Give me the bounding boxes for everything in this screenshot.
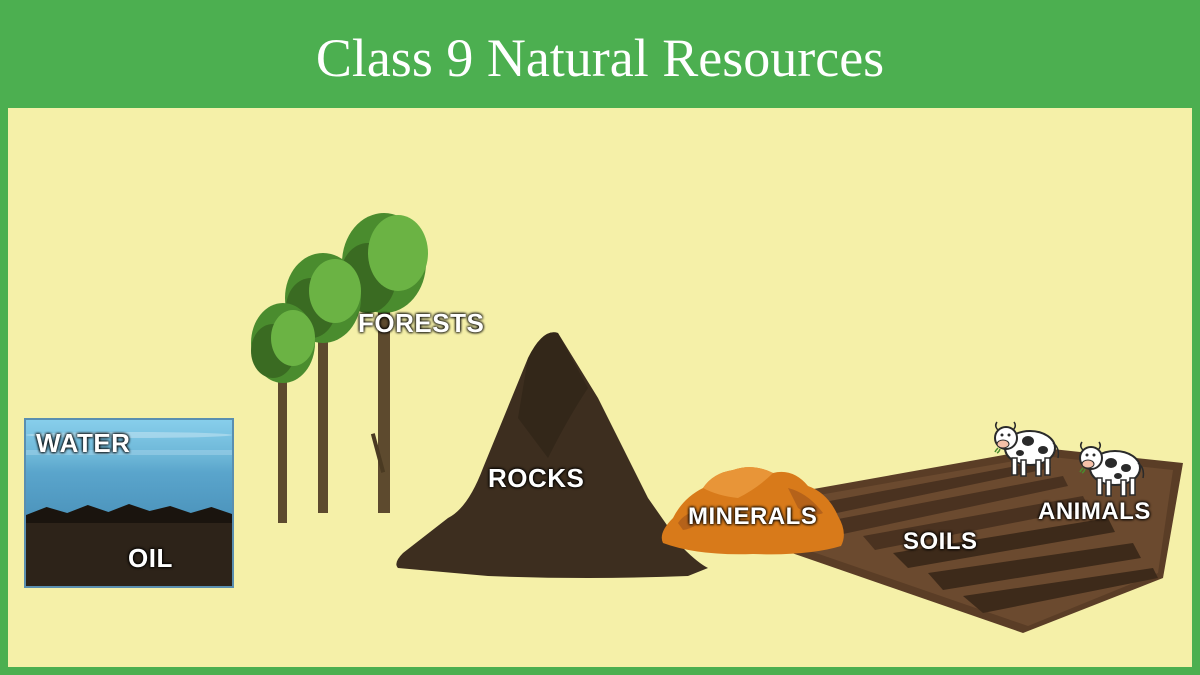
forests-label: FORESTS	[358, 308, 484, 339]
soils-label: SOILS	[903, 528, 978, 556]
infographic-canvas: WATER OIL FORESTS ROCKS MINERALS SOILS A…	[8, 108, 1192, 668]
page-title: Class 9 Natural Resources	[316, 27, 884, 89]
animals-label: ANIMALS	[1038, 498, 1151, 526]
oil-label: OIL	[128, 543, 173, 574]
rocks-label: ROCKS	[488, 463, 584, 494]
minerals-label: MINERALS	[688, 503, 817, 531]
tree-icon	[248, 293, 318, 523]
cow-icon	[1073, 428, 1153, 498]
water-label: WATER	[36, 428, 130, 459]
header-bar: Class 9 Natural Resources	[8, 8, 1192, 108]
cow-icon	[988, 408, 1068, 478]
